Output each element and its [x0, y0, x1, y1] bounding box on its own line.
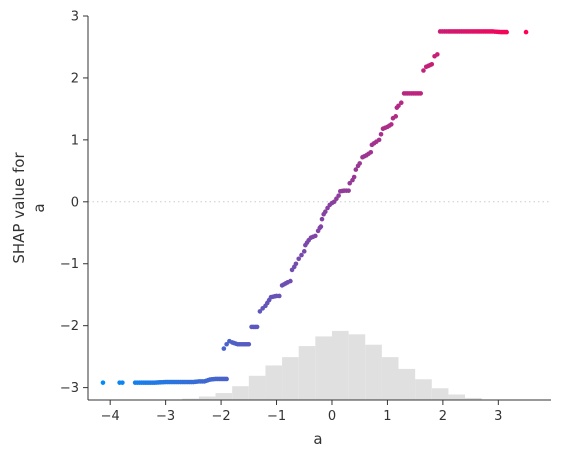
data-point — [351, 174, 357, 180]
data-point — [336, 193, 341, 198]
y-axis-label-line-1: SHAP value for — [10, 152, 28, 264]
data-point — [319, 216, 325, 222]
histogram-bar — [315, 336, 332, 400]
data-point — [323, 209, 328, 215]
data-point — [523, 29, 529, 35]
histogram-bar — [348, 334, 366, 400]
data-point — [318, 224, 324, 229]
x-tick-label: 2 — [439, 409, 447, 424]
histogram-bar — [431, 388, 449, 400]
histogram-bar — [415, 379, 432, 400]
y-tick-label: 1 — [71, 133, 79, 148]
data-point — [120, 380, 125, 385]
data-point — [389, 122, 394, 127]
histogram-bar — [298, 346, 316, 400]
data-point — [421, 68, 426, 73]
data-point — [368, 149, 374, 155]
x-tick-label: 3 — [494, 409, 502, 424]
data-point — [398, 100, 404, 106]
data-point — [296, 256, 302, 262]
y-tick-label: −3 — [60, 381, 79, 396]
data-point — [347, 180, 353, 186]
data-point — [429, 62, 435, 67]
histogram-bar — [282, 357, 299, 400]
y-tick-label: 2 — [71, 71, 79, 86]
histogram-bar — [232, 386, 249, 400]
data-point — [353, 167, 359, 172]
data-point — [418, 91, 423, 96]
histogram-bar — [182, 398, 199, 400]
data-point — [224, 341, 229, 347]
value-histogram — [182, 330, 482, 400]
x-tick-label: −4 — [101, 409, 120, 424]
data-point — [376, 137, 382, 143]
histogram-bar — [198, 396, 216, 400]
data-point — [257, 309, 263, 314]
data-point — [435, 52, 440, 57]
data-point — [396, 103, 401, 109]
data-point — [224, 376, 229, 382]
data-point — [100, 380, 106, 385]
data-point — [346, 188, 351, 193]
histogram-bar — [381, 357, 399, 400]
data-point — [504, 29, 509, 35]
histogram-bar — [248, 375, 266, 400]
y-tick-label: 3 — [71, 10, 79, 25]
histogram-bar — [265, 365, 283, 400]
histogram-bar — [448, 394, 466, 400]
data-point — [293, 261, 299, 267]
data-point — [246, 341, 252, 347]
data-point — [313, 233, 318, 239]
x-tick-label: 0 — [328, 409, 336, 424]
y-tick-label: −2 — [60, 319, 79, 334]
data-point — [378, 131, 384, 137]
data-point — [299, 252, 304, 258]
histogram-bar — [365, 344, 382, 400]
x-axis-label: a — [313, 430, 322, 448]
histogram-bar — [398, 368, 416, 400]
scatter-points — [100, 29, 529, 385]
x-tick-label: −3 — [156, 409, 175, 424]
histogram-bar — [215, 393, 233, 400]
x-axis-ticks: −4 −3 −2 −1 0 1 2 3 — [101, 400, 502, 424]
x-tick-label: −1 — [267, 409, 286, 424]
data-point — [221, 346, 227, 351]
data-point — [393, 114, 399, 119]
x-tick-label: −2 — [211, 409, 230, 424]
y-axis-ticks: −3 −2 −1 0 1 2 3 — [60, 10, 88, 396]
data-point — [288, 278, 293, 284]
data-point — [254, 324, 260, 330]
data-point — [357, 161, 363, 166]
data-point — [301, 249, 307, 254]
x-tick-label: 1 — [383, 409, 391, 424]
y-axis-label-line-2: a — [30, 203, 48, 212]
y-tick-label: −1 — [60, 257, 79, 272]
histogram-bar — [331, 330, 349, 400]
data-point — [276, 293, 282, 299]
histogram-bar — [465, 397, 482, 400]
y-tick-label: 0 — [71, 195, 79, 210]
